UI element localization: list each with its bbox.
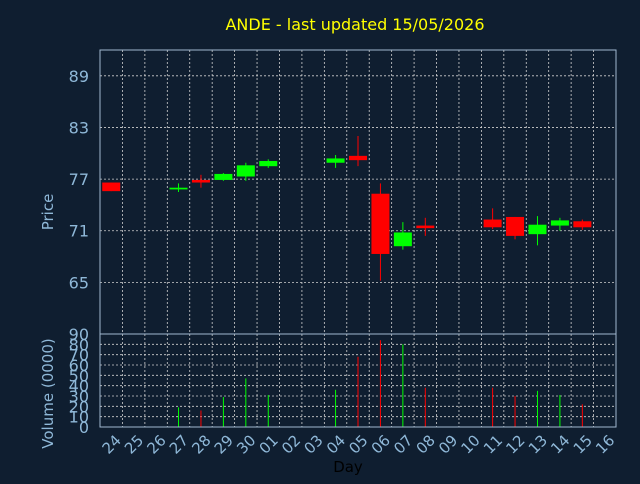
volume-tick-label: 80 — [69, 335, 89, 354]
volume-tick-label: 60 — [69, 356, 89, 375]
volume-tick-label: 30 — [69, 387, 89, 406]
candle-body — [528, 224, 547, 235]
price-panel — [100, 50, 616, 334]
x-tick-label: 16 — [592, 431, 618, 457]
candle-body — [349, 155, 367, 161]
volume-frame — [99, 333, 617, 428]
candle-body — [550, 220, 569, 226]
candle-body — [506, 216, 525, 236]
volume-tick-label: 90 — [69, 325, 89, 344]
price-tick-label: 89 — [69, 67, 89, 86]
candle-body — [236, 165, 255, 177]
candle-body — [393, 232, 412, 247]
candle-body — [326, 158, 345, 163]
candle-body — [169, 187, 188, 190]
volume-tick-label: 20 — [69, 397, 89, 416]
candle-body — [573, 221, 592, 228]
candle-body — [371, 193, 390, 254]
price-axis-label: Price — [39, 194, 57, 231]
volume-tick-label: 40 — [69, 377, 89, 396]
candle-body — [259, 161, 278, 167]
price-tick-label: 71 — [69, 222, 89, 241]
price-tick-label: 77 — [69, 170, 89, 189]
chart-title: ANDE - last updated 15/05/2026 — [225, 15, 484, 34]
x-axis-label: Day — [333, 458, 363, 476]
candle-body — [483, 219, 502, 228]
volume-tick-label: 50 — [69, 366, 89, 385]
volume-axis-label: Volume (0000) — [39, 338, 57, 448]
price-tick-label: 65 — [69, 273, 89, 292]
price-tick-label: 83 — [69, 118, 89, 137]
volume-tick-label: 0 — [79, 418, 89, 437]
candle-body — [214, 173, 233, 180]
candle-body — [416, 225, 435, 229]
volume-tick-label: 10 — [69, 408, 89, 427]
candle-body — [102, 182, 121, 192]
candle-body — [191, 179, 210, 183]
volume-tick-label: 70 — [69, 346, 89, 365]
